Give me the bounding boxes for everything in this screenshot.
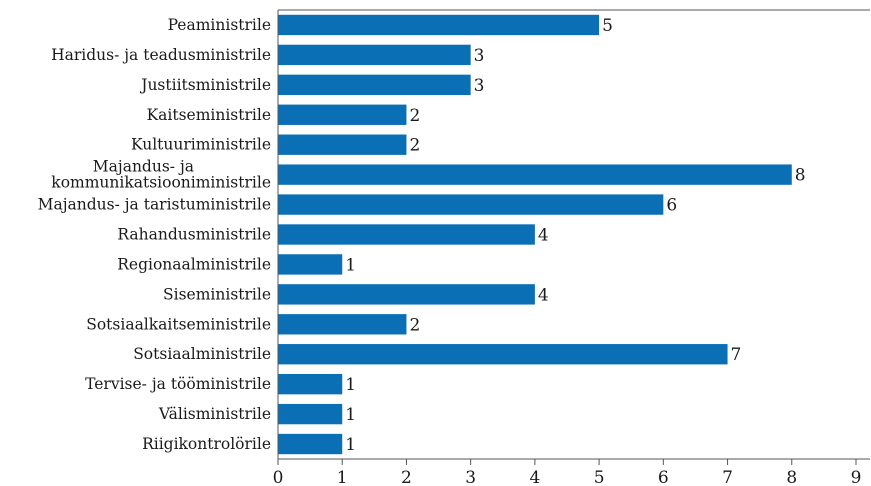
bar: [278, 224, 535, 245]
category-label: Siseministrile: [163, 285, 271, 303]
value-label: 4: [538, 226, 549, 246]
category-label: Tervise- ja tööministrile: [85, 375, 271, 393]
category-label: Haridus- ja teadusministrile: [51, 46, 271, 64]
category-label: Justiitsministrile: [139, 76, 271, 94]
bar: [278, 433, 343, 455]
x-tick-label: 6: [658, 468, 669, 486]
category-label: Välisministrile: [158, 405, 271, 423]
bar: [278, 403, 343, 425]
x-tick-label: 1: [337, 468, 348, 486]
bar: [278, 284, 535, 305]
x-tick-label: 5: [594, 468, 605, 486]
value-label: 1: [345, 435, 356, 455]
value-label: 2: [409, 136, 420, 156]
value-label: 1: [345, 255, 356, 275]
category-label: Rahandusministrile: [117, 226, 271, 244]
bars-group: [278, 14, 792, 455]
value-label: 3: [474, 46, 485, 66]
bar: [278, 254, 343, 275]
bar: [278, 74, 471, 96]
x-ticks-group: 0 1 2 3 4 5 6 7 8 9: [273, 459, 862, 486]
value-label: 6: [666, 196, 677, 216]
value-label: 4: [538, 285, 549, 305]
bar: [278, 314, 407, 335]
category-label: Sotsiaalministrile: [133, 345, 271, 363]
value-label: 8: [795, 166, 806, 186]
category-label: Kaitseministrile: [147, 106, 271, 124]
category-label: Majandus- ja kommunikatsiooniministrile: [51, 158, 271, 192]
value-labels-group: 5 3 3 2 2 8 6 4 1 4 2 7 1 1 1: [345, 16, 805, 455]
bar: [278, 344, 728, 365]
x-tick-label: 7: [722, 468, 733, 486]
bar: [278, 134, 407, 155]
x-tick-label: 8: [786, 468, 797, 486]
category-label: Majandus- ja taristuministrile: [38, 196, 271, 214]
x-tick-label: 3: [465, 468, 476, 486]
axes-group: [277, 9, 870, 465]
x-tick-label: 4: [529, 468, 540, 486]
value-label: 5: [602, 16, 613, 36]
category-label: Sotsiaalkaitseministrile: [86, 315, 271, 333]
bar: [278, 164, 792, 185]
value-label: 1: [345, 375, 356, 395]
value-label: 2: [409, 315, 420, 335]
value-label: 7: [731, 345, 742, 365]
value-label: 3: [474, 76, 485, 96]
x-tick-label: 0: [273, 468, 284, 486]
bar: [278, 373, 343, 395]
bar: [278, 194, 664, 215]
category-labels-group: Peaministrile Haridus- ja teadusministril…: [38, 16, 271, 453]
category-label: Riigikontrolörile: [142, 435, 271, 453]
bar: [278, 44, 471, 66]
bar: [278, 104, 407, 125]
value-label: 1: [345, 405, 356, 425]
value-label: 2: [409, 106, 420, 126]
category-label: Kultuuriministrile: [131, 136, 271, 154]
category-label: Peaministrile: [168, 16, 271, 34]
x-tick-label: 2: [401, 468, 412, 486]
category-label: Regionaalministrile: [117, 255, 271, 273]
x-tick-label: 9: [851, 468, 862, 486]
bar: [278, 14, 600, 36]
